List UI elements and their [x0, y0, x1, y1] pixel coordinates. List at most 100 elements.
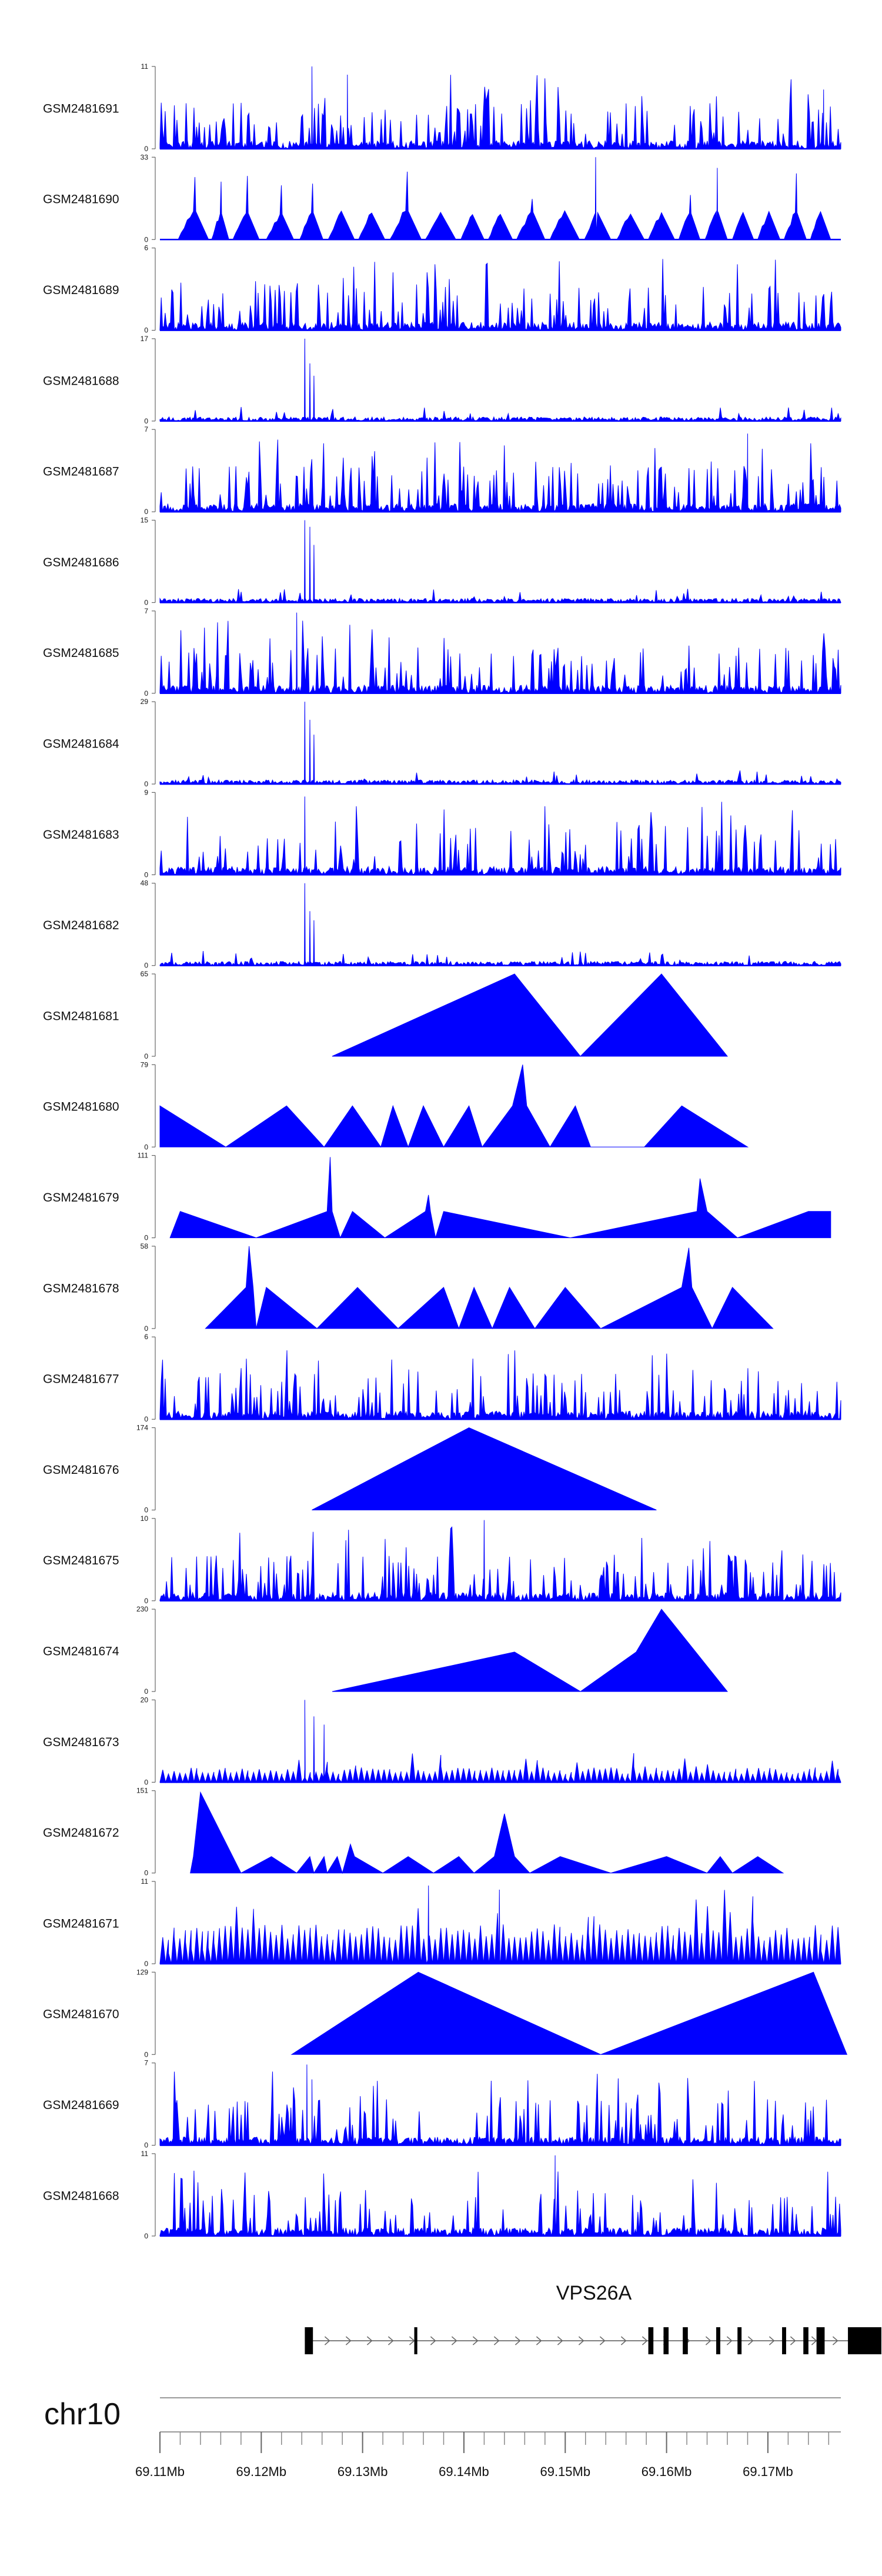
- track-GSM2481691: GSM2481691 11 0: [43, 62, 841, 153]
- coverage-area: [159, 1350, 841, 1421]
- y-tick-label-max: 174: [136, 1424, 148, 1432]
- track-label: GSM2481683: [43, 828, 119, 842]
- y-tick-label-min: 0: [144, 870, 148, 879]
- coverage-area: [159, 2064, 841, 2146]
- strand-arrow: [430, 2336, 436, 2345]
- track-GSM2481686: GSM2481686 15 0: [43, 516, 841, 607]
- y-tick-label-max: 20: [141, 1696, 149, 1704]
- y-tick-label-min: 0: [144, 1234, 148, 1242]
- y-tick-label-max: 6: [144, 244, 148, 252]
- strand-arrow: [578, 2336, 584, 2345]
- y-tick-label-max: 129: [136, 1968, 148, 1976]
- coverage-area: [159, 1700, 841, 1784]
- track-label: GSM2481670: [43, 2008, 119, 2021]
- coverage-area: [159, 1885, 841, 1964]
- track-label: GSM2481688: [43, 374, 119, 388]
- y-tick-label-min: 0: [144, 1324, 148, 1333]
- track-label: GSM2481681: [43, 1009, 119, 1023]
- y-tick-label-min: 0: [144, 780, 148, 788]
- y-tick-label-min: 0: [144, 599, 148, 607]
- gene-exon: [683, 2327, 688, 2354]
- strand-arrow: [747, 2336, 754, 2345]
- gene-exon: [782, 2327, 786, 2354]
- chromosome-label: chr10: [44, 2397, 121, 2431]
- coverage-area: [332, 973, 729, 1057]
- genome-axis: chr10 69.11Mb 69.12Mb 69.13Mb 69.14Mb 69.15M…: [44, 2397, 841, 2479]
- y-tick-label-max: 58: [141, 1242, 149, 1250]
- track-GSM2481690: GSM2481690 33 0: [43, 153, 841, 243]
- y-tick-label-min: 0: [144, 1869, 148, 1877]
- coverage-area: [332, 1609, 729, 1692]
- track-GSM2481684: GSM2481684 29 0: [43, 698, 841, 788]
- coverage-area: [159, 2155, 841, 2237]
- track-label: GSM2481691: [43, 102, 119, 115]
- y-tick-label-max: 17: [141, 335, 149, 343]
- y-tick-label-min: 0: [144, 1960, 148, 1968]
- y-tick-label-min: 0: [144, 1052, 148, 1060]
- track-label: GSM2481682: [43, 919, 119, 932]
- track-label: GSM2481680: [43, 1100, 119, 1114]
- gene-exon: [816, 2327, 825, 2354]
- track-GSM2481671: GSM2481671 11 0: [43, 1877, 841, 1968]
- coverage-area: [160, 157, 841, 240]
- y-tick-label-min: 0: [144, 1143, 148, 1151]
- strand-arrow: [832, 2336, 838, 2345]
- y-tick-label-min: 0: [144, 689, 148, 698]
- y-tick-label-min: 0: [144, 1778, 148, 1786]
- tick-label: 69.11Mb: [135, 2464, 185, 2479]
- track-label: GSM2481686: [43, 556, 119, 569]
- y-tick-label-max: 48: [141, 879, 149, 887]
- strand-arrow: [514, 2336, 521, 2345]
- tick-label: 69.15Mb: [540, 2464, 590, 2479]
- coverage-area: [205, 1246, 774, 1330]
- strand-arrow: [366, 2336, 373, 2345]
- y-tick-label-min: 0: [144, 326, 148, 335]
- coverage-area: [159, 1520, 841, 1602]
- track-label: GSM2481675: [43, 1554, 119, 1567]
- y-tick-label-max: 65: [141, 970, 149, 978]
- coverage-area: [290, 1971, 848, 2055]
- y-tick-label-max: 6: [144, 1333, 148, 1341]
- y-tick-label-min: 0: [144, 1597, 148, 1605]
- strand-arrow: [726, 2336, 733, 2345]
- y-tick-label-max: 7: [144, 607, 148, 615]
- strand-arrow: [620, 2336, 627, 2345]
- gene-exon: [716, 2327, 720, 2354]
- track-label: GSM2481690: [43, 193, 119, 206]
- y-tick-label-min: 0: [144, 145, 148, 153]
- tick-label: 69.14Mb: [439, 2464, 489, 2479]
- coverage-area: [159, 433, 841, 513]
- coverage-area: [159, 612, 841, 695]
- y-tick-label-min: 0: [144, 2141, 148, 2150]
- track-GSM2481688: GSM2481688 17 0: [43, 335, 841, 425]
- strand-arrow: [451, 2336, 457, 2345]
- track-label: GSM2481672: [43, 1826, 119, 1840]
- coverage-tracks: GSM2481691110GSM2481690330GSM248168960GS…: [43, 62, 848, 2240]
- track-GSM2481680: GSM2481680 79 0: [43, 1060, 749, 1151]
- gene-exon-utr: [305, 2327, 313, 2354]
- track-label: GSM2481674: [43, 1645, 119, 1659]
- track-GSM2481679: GSM2481679 111 0: [43, 1152, 831, 1242]
- gene-exon: [648, 2327, 654, 2354]
- gene-track: VPS26A: [305, 2282, 881, 2354]
- track-GSM2481682: GSM2481682 48 0: [43, 879, 841, 970]
- y-tick-label-max: 29: [141, 698, 149, 706]
- strand-arrow: [409, 2336, 415, 2345]
- track-GSM2481674: GSM2481674 230 0: [43, 1605, 729, 1696]
- y-tick-label-max: 10: [141, 1514, 149, 1523]
- tick-label: 69.12Mb: [236, 2464, 287, 2479]
- track-label: GSM2481668: [43, 2189, 119, 2203]
- track-GSM2481669: GSM2481669 7 0: [43, 2059, 841, 2150]
- y-tick-label-max: 151: [136, 1787, 148, 1795]
- track-label: GSM2481679: [43, 1191, 119, 1204]
- track-label: GSM2481684: [43, 738, 119, 751]
- track-GSM2481672: GSM2481672 151 0: [43, 1787, 784, 1877]
- track-GSM2481685: GSM2481685 7 0: [43, 607, 841, 698]
- y-tick-label-min: 0: [144, 1687, 148, 1696]
- y-tick-label-max: 230: [136, 1605, 148, 1613]
- coverage-area: [159, 702, 841, 785]
- track-label: GSM2481689: [43, 283, 119, 297]
- strand-arrow: [536, 2336, 542, 2345]
- gene-exon: [737, 2327, 742, 2354]
